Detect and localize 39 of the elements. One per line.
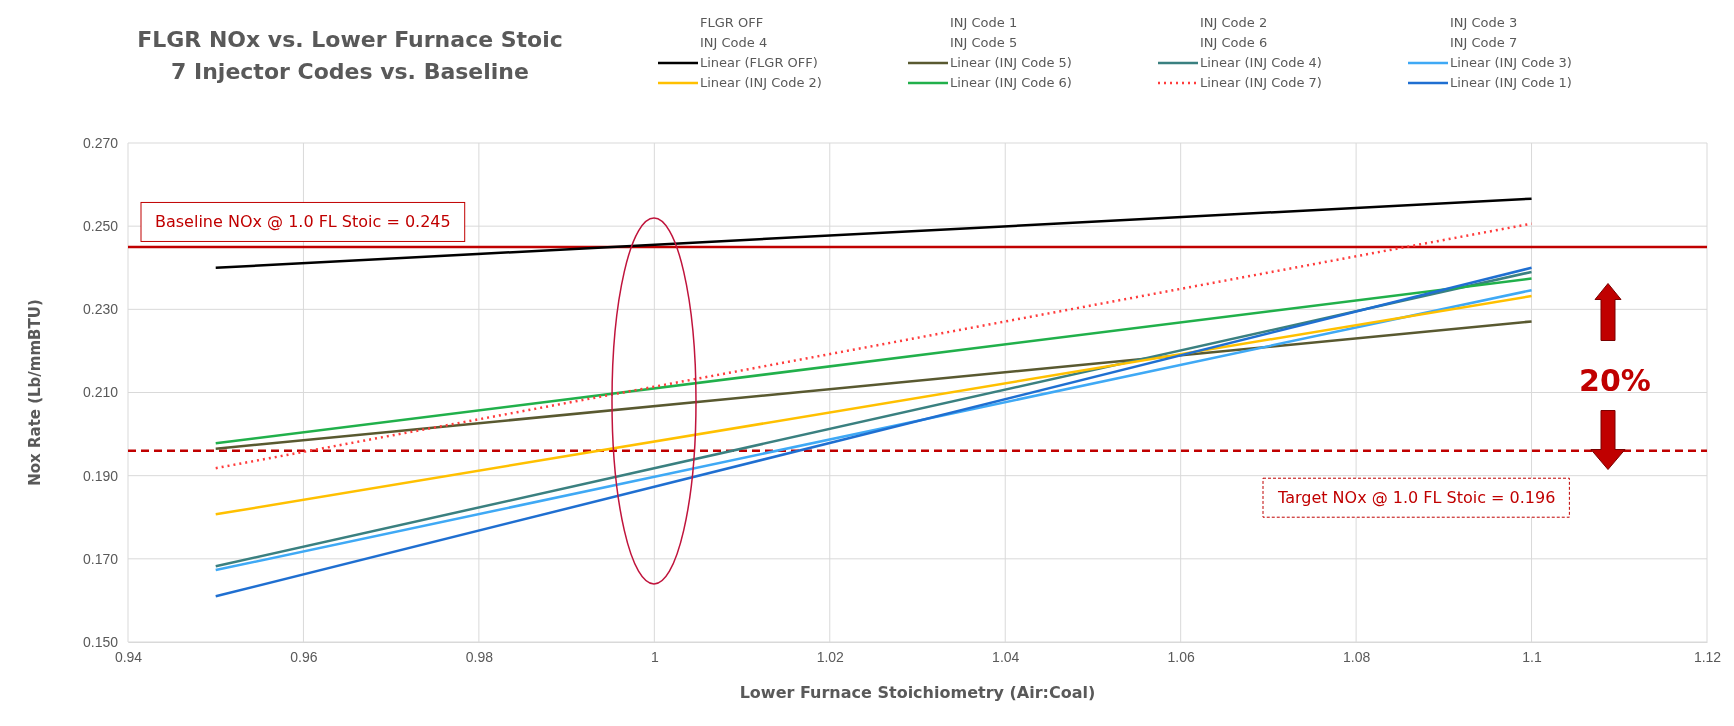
x-tick-label: 0.96	[290, 648, 318, 665]
legend-label: Linear (INJ Code 7)	[1200, 74, 1322, 90]
legend-label: Linear (INJ Code 4)	[1200, 54, 1322, 70]
text: INJ Code 1	[950, 14, 1018, 30]
legend-label: Linear (INJ Code 6)	[950, 74, 1072, 90]
x-tick-label: 1.02	[816, 648, 845, 665]
y-tick-label: 0.190	[82, 467, 119, 484]
ref-line-label: Baseline NOx @ 1.0 FL Stoic = 0.245	[155, 212, 451, 232]
text: INJ Code 3	[1450, 14, 1518, 30]
x-axis-title: Lower Furnace Stoichiometry (Air:Coal)	[739, 683, 1096, 702]
y-tick-label: 0.250	[82, 218, 119, 235]
x-tick-label: 0.98	[465, 648, 494, 665]
x-tick-label: 1.1	[1522, 648, 1542, 665]
text: INJ Code 5	[950, 34, 1018, 50]
y-tick-label: 0.210	[82, 384, 119, 401]
y-tick-label: 0.270	[82, 134, 119, 151]
ref-line-label: Target NOx @ 1.0 FL Stoic = 0.196	[1277, 488, 1556, 508]
text: INJ Code 6	[1200, 34, 1268, 50]
x-tick-label: 1.04	[992, 648, 1020, 665]
chart-title: FLGR NOx vs. Lower Furnace Stoic 7 Injector Codes vs. Baseline	[137, 27, 563, 84]
x-tick-label: 0.94	[114, 648, 143, 665]
text: FLGR OFF	[700, 14, 764, 30]
x-tick-label: 1.08	[1342, 648, 1371, 665]
y-axis-title: Nox Rate (Lb/mmBTU)	[26, 299, 44, 486]
y-tick-label: 0.150	[82, 633, 119, 650]
legend-label: Linear (INJ Code 3)	[1450, 54, 1572, 70]
legend-label: Linear (INJ Code 2)	[700, 74, 822, 90]
text: INJ Code 4	[700, 34, 768, 50]
x-tick-label: 1.12	[1693, 648, 1722, 665]
legend-label: Linear (FLGR OFF)	[700, 54, 818, 70]
legend-label: Linear (INJ Code 5)	[950, 54, 1072, 70]
y-tick-label: 0.230	[82, 301, 119, 318]
annotation: 20%	[1579, 363, 1651, 398]
y-tick-label: 0.170	[82, 550, 119, 567]
text: INJ Code 2	[1200, 14, 1268, 30]
x-tick-label: 1	[650, 648, 659, 665]
x-tick-label: 1.06	[1167, 648, 1195, 665]
legend-label: Linear (INJ Code 1)	[1450, 74, 1572, 90]
text: INJ Code 7	[1450, 34, 1518, 50]
